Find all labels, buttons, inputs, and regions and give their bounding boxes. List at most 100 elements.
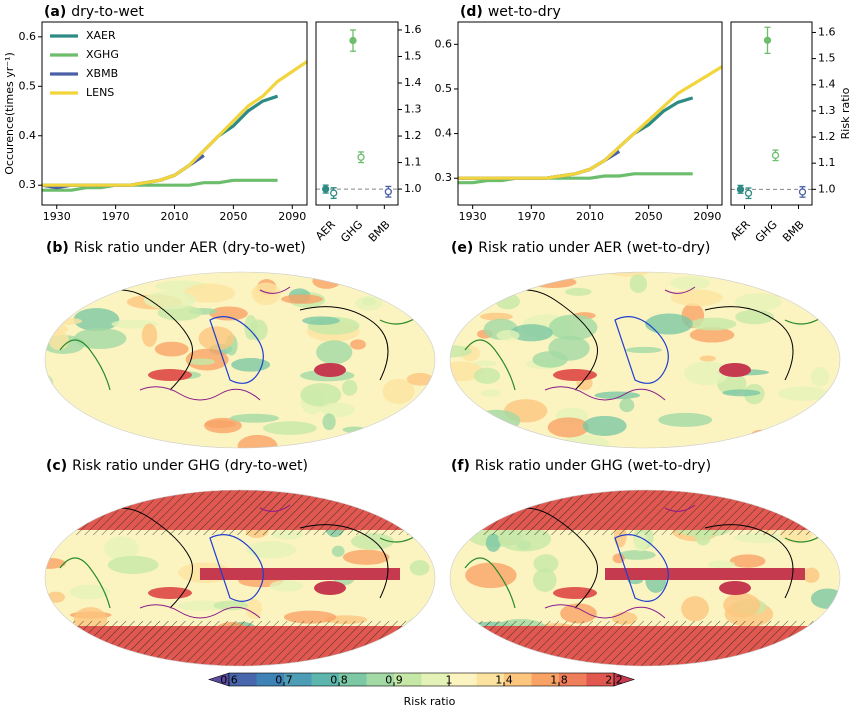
map-blob (618, 550, 656, 560)
contour-blue (209, 534, 264, 602)
map-blob (400, 500, 435, 509)
map-blob (681, 596, 709, 622)
map-blob (83, 503, 104, 518)
map-hatch (45, 490, 435, 535)
map-blob (45, 557, 66, 569)
map (449, 271, 841, 449)
x-tick-label: 2090 (693, 210, 721, 223)
map-blob (480, 312, 513, 321)
map-blob (645, 313, 693, 335)
map-blob (350, 339, 366, 350)
map-blob (45, 631, 86, 642)
map-blob (734, 293, 782, 311)
x-tick-label: GHG (338, 218, 365, 245)
map-blob (450, 272, 467, 285)
legend-label: XAER (86, 29, 116, 42)
panel-title-text: dry-to-wet (71, 4, 144, 20)
y-tick-label: 1.5 (818, 52, 836, 65)
contour-purple (544, 504, 696, 619)
map-blob (263, 421, 317, 435)
map-blob (485, 533, 501, 552)
series-line (42, 94, 279, 187)
map-blob (450, 510, 478, 529)
x-tick-label: 2010 (576, 210, 604, 223)
map-blob (231, 357, 271, 372)
map-blob (450, 490, 471, 507)
colorbar-bin (229, 673, 257, 686)
y-tick-label: 1.0 (404, 182, 422, 195)
map-blob (473, 367, 501, 384)
colorbar-bin (531, 673, 560, 686)
map-blob (820, 535, 838, 545)
map-blob (73, 327, 127, 350)
map-blob (48, 330, 69, 351)
y-tick-label: 1.4 (818, 78, 836, 91)
y-tick-label: 0.6 (19, 30, 37, 43)
map-blob (45, 644, 69, 666)
map-blob (750, 429, 773, 442)
map-blob (490, 272, 540, 286)
point (357, 153, 365, 161)
y-tick-label: 0.3 (19, 178, 37, 191)
x-tick-label: GHG (753, 218, 780, 245)
panel-label: (e) (451, 240, 473, 256)
colorbar-tick-label: 1 (446, 674, 453, 687)
point (330, 189, 338, 197)
point (744, 189, 753, 197)
panel-label: (f) (451, 458, 470, 474)
plot-frame (730, 21, 813, 206)
map-field (450, 490, 840, 666)
map-blob (111, 652, 141, 666)
map-blob (302, 316, 340, 325)
colorbar-tick-label: 1.4 (495, 674, 513, 687)
map-blob (625, 346, 662, 354)
series-line (458, 172, 693, 185)
legend-label: XBMB (86, 67, 118, 80)
map-blob (496, 329, 520, 341)
y-tick-label: 0.5 (435, 82, 453, 95)
map-blob (73, 307, 120, 332)
panel-label: (c) (46, 458, 67, 474)
x-tick-label: AER (313, 218, 338, 243)
y-tick-label: 0.3 (435, 171, 453, 184)
map-field (45, 272, 435, 448)
colorbar-bin (339, 673, 367, 686)
map-blob (342, 426, 367, 433)
colorbar-tick-label: 0.8 (330, 674, 348, 687)
x-tick-label: 1930 (43, 210, 71, 223)
map-blob (402, 296, 433, 314)
map-blob (670, 276, 710, 290)
map-blob (104, 536, 139, 561)
plot-frame (457, 21, 723, 206)
map-blob (237, 434, 278, 448)
series-line (42, 60, 308, 187)
panel-label: (a) (44, 4, 66, 20)
map-outline (449, 271, 841, 449)
colorbar-bin (586, 673, 615, 686)
colorbar-tick-label: 1.8 (550, 674, 568, 687)
map-blob (684, 361, 730, 386)
x-tick-label: 1970 (102, 210, 130, 223)
map-blob (322, 413, 336, 431)
panel-label: (d) (460, 4, 483, 20)
map-blob (316, 340, 353, 365)
y-tick-label: 0.4 (19, 129, 37, 142)
map-blob (342, 549, 390, 565)
map (44, 489, 436, 667)
map-field (450, 272, 840, 448)
map-blob (450, 276, 473, 302)
map-blob (245, 598, 262, 620)
map-band (200, 568, 400, 580)
map-blob (547, 417, 590, 438)
map-field (45, 490, 435, 666)
colorbar-label: Risk ratio (404, 695, 456, 708)
map-blob (45, 433, 92, 442)
point (798, 188, 807, 196)
series-line (458, 96, 694, 180)
map-blob (533, 554, 559, 574)
map-blob (246, 541, 297, 559)
map-blob (629, 274, 648, 294)
map-blob (382, 378, 415, 404)
y-tick-label: 1.6 (818, 25, 836, 38)
